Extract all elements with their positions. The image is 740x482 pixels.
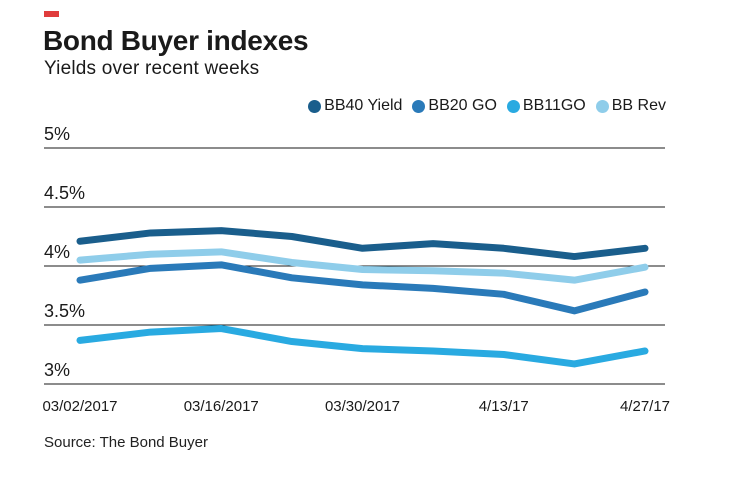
legend-label: BB20 GO — [428, 97, 497, 115]
chart-subtitle: Yields over recent weeks — [44, 58, 260, 80]
legend-label: BB Rev — [611, 97, 666, 115]
line-chart: 5% 4.5% 4% 3.5% 3% 03/02/2017 03/16/2017 03/30/… — [42, 124, 670, 415]
legend-item-bb40-yield: BB40 Yield — [308, 97, 402, 115]
chart-legend: BB40 Yield BB20 GO BB11GO BB Rev — [0, 96, 740, 116]
x-tick-label: 4/13/17 — [479, 398, 529, 415]
legend-label: BB11GO — [522, 97, 586, 115]
y-tick-label: 3% — [44, 360, 70, 380]
y-tick-label: 4.5% — [44, 183, 85, 203]
legend-item-bb11go: BB11GO — [506, 97, 586, 115]
page-title: Bond Buyer indexes — [43, 25, 309, 56]
source-note: Source: The Bond Buyer — [44, 434, 208, 452]
legend-label: BB40 Yield — [324, 97, 403, 115]
legend-dot — [506, 99, 520, 113]
y-tick-label: 3.5% — [44, 301, 85, 321]
series-line-bb40-yield — [76, 227, 649, 261]
y-tick-label: 5% — [44, 124, 70, 144]
legend-dot — [595, 99, 609, 113]
series-line-bb-rev — [76, 248, 649, 285]
x-tick-label: 03/30/2017 — [325, 398, 400, 415]
x-tick-label: 4/27/17 — [620, 398, 670, 415]
legend-item-bb20-go: BB20 GO — [412, 97, 497, 115]
series-line-bb20-go — [76, 261, 649, 315]
legend-dot — [308, 99, 322, 113]
x-tick-label: 03/16/2017 — [184, 398, 259, 415]
y-tick-label: 4% — [44, 242, 70, 262]
brand-accent-bar — [44, 11, 59, 17]
legend-dot — [412, 99, 426, 113]
series-line-bb11go — [76, 325, 649, 368]
x-tick-label: 03/02/2017 — [42, 398, 117, 415]
legend-item-bb-rev: BB Rev — [595, 97, 666, 115]
